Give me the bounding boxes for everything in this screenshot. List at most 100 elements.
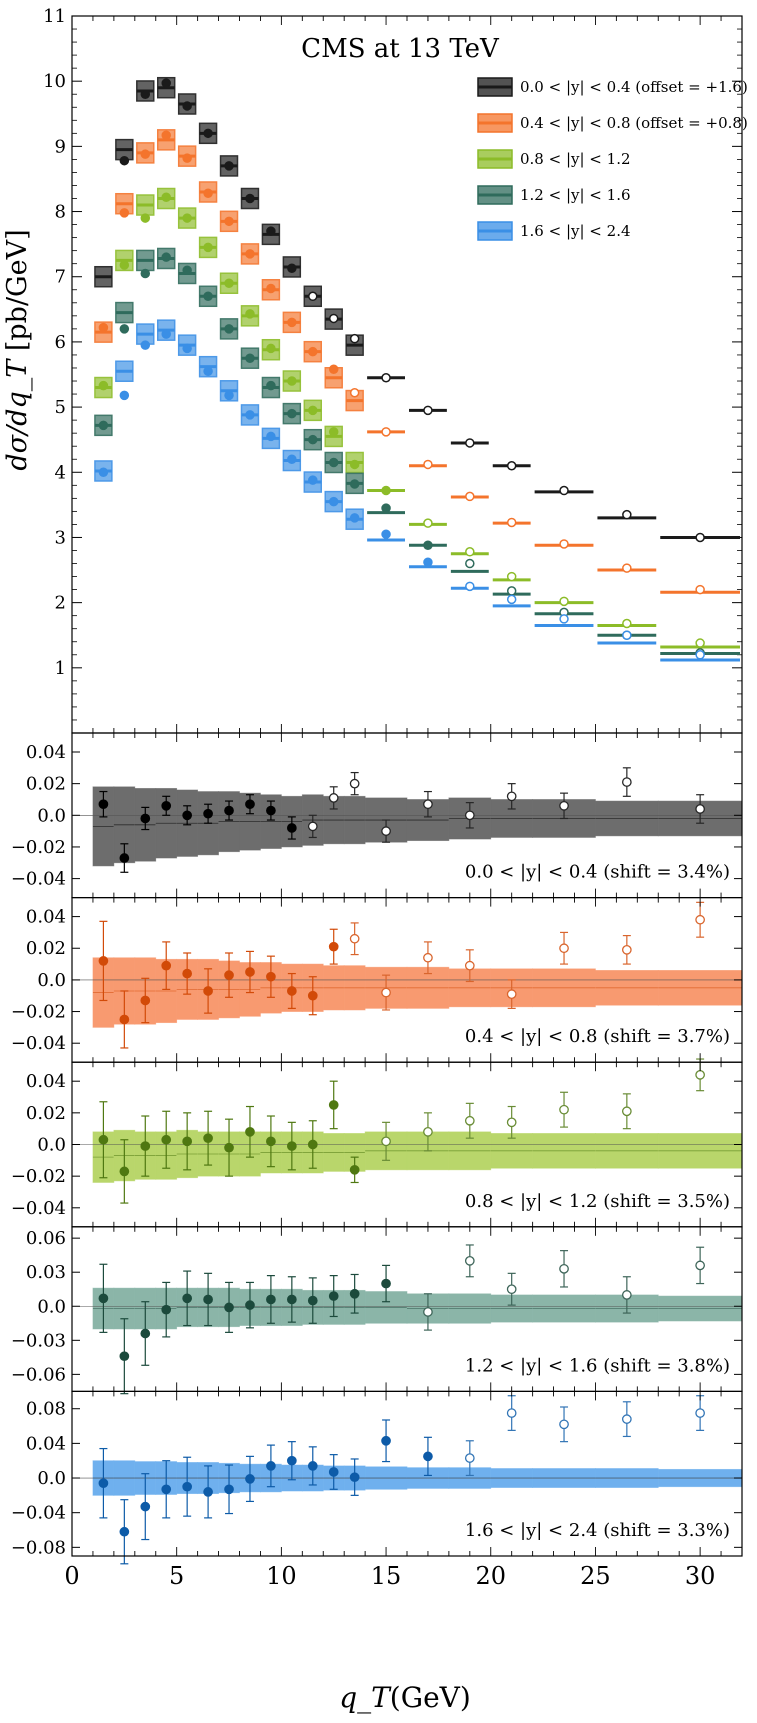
data-point-open	[695, 584, 705, 595]
data-point	[182, 1136, 193, 1147]
data-point-open	[695, 638, 705, 648]
data-point	[119, 853, 130, 863]
data-point	[381, 529, 391, 539]
data-point-open	[559, 1104, 569, 1115]
y-tick-label: 5	[55, 397, 66, 418]
data-point	[287, 317, 297, 328]
data-point-open	[506, 1408, 517, 1418]
data-point	[140, 995, 151, 1006]
data-point-open	[506, 586, 517, 596]
data-point	[182, 153, 192, 163]
ratio-panel-label: 0.4 < |y| < 0.8 (shift = 3.7%)	[465, 1026, 730, 1047]
data-point-open	[349, 333, 360, 344]
data-point-open	[381, 373, 391, 383]
data-point	[161, 800, 172, 811]
data-point	[266, 1294, 276, 1305]
data-point-open	[559, 614, 569, 624]
data-point-open	[464, 810, 475, 821]
y-tick-label: 0.02	[26, 774, 66, 795]
data-point	[140, 340, 151, 350]
data-point	[224, 161, 234, 171]
data-point	[161, 1484, 172, 1495]
data-point	[328, 496, 339, 507]
data-point-open	[465, 491, 475, 502]
data-point	[245, 1474, 255, 1484]
data-point	[224, 324, 234, 334]
x-tick-label: 10	[266, 1562, 297, 1590]
data-point	[182, 1481, 193, 1492]
data-point	[381, 503, 391, 513]
ratio-panel-label: 1.6 < |y| < 2.4 (shift = 3.3%)	[465, 1520, 730, 1541]
data-point	[266, 1461, 276, 1471]
data-point	[98, 322, 109, 333]
data-point-open	[349, 778, 360, 789]
data-point	[203, 1487, 213, 1497]
data-point-open	[559, 1419, 569, 1430]
data-point	[119, 1166, 130, 1177]
data-point	[98, 956, 109, 966]
data-point	[119, 1014, 130, 1025]
data-point	[266, 226, 276, 236]
series-4	[94, 319, 740, 662]
data-point	[423, 557, 433, 567]
legend-label: 0.0 < |y| < 0.4 (offset = +1.6)	[520, 78, 748, 96]
legend: 0.0 < |y| < 0.4 (offset = +1.6) 0.4 < |y|…	[477, 77, 748, 241]
data-point-open	[465, 581, 475, 592]
data-point-open	[464, 960, 475, 971]
y-tick-label: 11	[43, 6, 66, 27]
data-point	[140, 149, 151, 159]
y-tick-label: −0.08	[11, 1537, 66, 1558]
data-point	[266, 971, 276, 982]
data-point	[245, 1300, 255, 1310]
data-point	[286, 1294, 297, 1305]
y-tick-label: 3	[55, 527, 66, 548]
data-point-open	[464, 1115, 475, 1126]
y-tick-label: 0.08	[26, 1399, 66, 1420]
series-1	[94, 129, 740, 595]
y-tick-label: 1	[55, 658, 66, 679]
data-point	[98, 380, 109, 391]
y-axis-label: dσ/dq_T [pb/GeV]	[2, 229, 33, 470]
data-point-open	[621, 1290, 632, 1300]
data-point	[119, 390, 130, 401]
x-tick-label: 0	[64, 1562, 79, 1590]
data-point	[381, 485, 391, 496]
ratio-panels: 0.04 0.02 0.0 −0.02 −0.04 0.0 < |y| < 0.4 (sh…	[11, 732, 743, 1565]
data-point	[328, 1467, 339, 1477]
data-point	[182, 968, 193, 979]
data-point	[161, 192, 171, 202]
data-point-open	[423, 952, 433, 963]
data-point	[328, 427, 339, 437]
data-point	[328, 457, 339, 468]
data-point	[308, 434, 318, 445]
y-tick-label: −0.04	[11, 1198, 66, 1219]
data-point	[266, 431, 276, 442]
data-point-open	[506, 571, 517, 582]
data-point	[307, 1139, 318, 1150]
data-point	[381, 1278, 391, 1289]
data-point	[182, 213, 192, 223]
y-tick-label: 0.04	[26, 1071, 66, 1092]
data-point-open	[622, 563, 632, 573]
y-tick-label: 2	[55, 593, 66, 614]
data-point	[224, 216, 234, 227]
x-label-symbol: q_T	[339, 1681, 392, 1714]
data-point	[381, 1435, 391, 1446]
y-tick-label: −0.04	[11, 1033, 66, 1054]
data-point-open	[621, 777, 632, 787]
data-point	[140, 1328, 151, 1339]
data-point-open	[695, 650, 705, 660]
ratio-panel-label: 0.0 < |y| < 0.4 (shift = 3.4%)	[465, 862, 730, 883]
y-tick-label: 8	[55, 202, 66, 223]
data-point	[224, 278, 234, 288]
data-point	[161, 130, 171, 141]
y-tick-label: 0.06	[26, 1228, 66, 1249]
data-point-open	[506, 594, 517, 605]
data-point	[328, 941, 339, 952]
data-point-open	[559, 1263, 569, 1274]
data-point	[119, 260, 130, 270]
data-point	[182, 343, 192, 354]
series-0	[94, 76, 740, 543]
data-point-open	[381, 1136, 391, 1147]
legend-label: 0.4 < |y| < 0.8 (offset = +0.8)	[520, 114, 748, 132]
